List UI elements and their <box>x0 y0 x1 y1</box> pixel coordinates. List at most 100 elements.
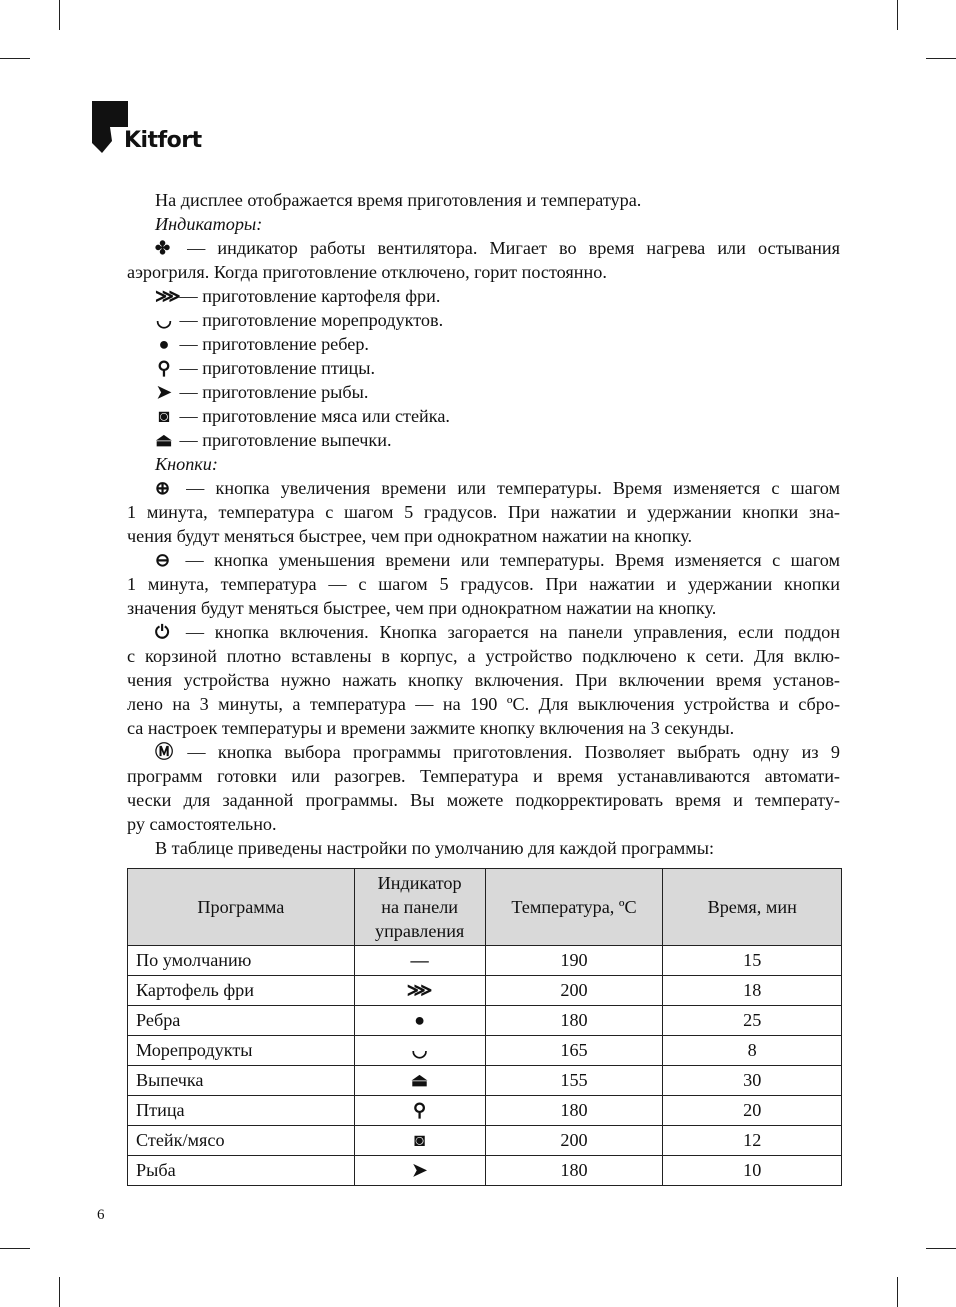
text-line: ⏏ — приготовление выпечки. <box>127 428 840 452</box>
line-text: — приготовление птицы. <box>179 358 375 378</box>
cake-icon: ⏏ <box>353 1065 486 1096</box>
crop-mark <box>897 1277 898 1307</box>
cell-program: По умолчанию <box>127 945 355 976</box>
text-line: аэрогриля. Когда приготовление отключено… <box>127 260 840 284</box>
header-indicator: Индикатор на панели управления <box>353 868 486 946</box>
cell-program: Картофель фри <box>127 975 355 1006</box>
text-line: ⋙ — приготовление картофеля фри. <box>127 284 840 308</box>
page-number: 6 <box>97 1207 105 1223</box>
table-row: Картофель фри ⋙ 200 18 <box>127 975 842 1006</box>
program-settings-table: Программа Индикатор на панели управления… <box>127 868 842 1186</box>
line-text: с корзиной плотно вставлены в корпус, а … <box>127 646 840 666</box>
cell-temperature: 190 <box>484 945 664 976</box>
cake-icon: ⏏ <box>155 430 173 450</box>
ribs-icon: ● <box>158 334 170 354</box>
line-text: 1 минута, температура с шагом 5 градусов… <box>127 502 840 522</box>
text-line: са настроек температуры и времени зажмит… <box>127 716 840 740</box>
cell-program: Рыба <box>127 1155 355 1186</box>
line-text: — приготовление рыбы. <box>179 382 369 402</box>
text-line: значения будут меняться быстрее, чем при… <box>127 596 840 620</box>
line-text: ру самостоятельно. <box>127 814 277 834</box>
crop-mark <box>0 58 30 59</box>
seafood-icon: ◡ <box>156 310 172 330</box>
line-text: На дисплее отображается время приготовле… <box>155 190 642 210</box>
line-text: — приготовление мяса или стейка. <box>179 406 450 426</box>
line-text: значения будут меняться быстрее, чем при… <box>127 598 717 618</box>
table-row: Рыба ➤ 180 10 <box>127 1155 842 1186</box>
cell-time: 30 <box>662 1065 842 1096</box>
cell-program: Стейк/мясо <box>127 1125 355 1156</box>
text-line: ✤ — индикатор работы вентилятора. Мигает… <box>127 236 840 260</box>
text-line: ⚲ — приготовление птицы. <box>127 356 840 380</box>
table-row: По умолчанию —190 15 <box>127 945 842 976</box>
steak-icon: ◙ <box>353 1125 486 1156</box>
text-line: В таблице приведены настройки по умолчан… <box>127 836 840 860</box>
cell-temperature: 180 <box>484 1005 664 1036</box>
text-line: Индикаторы: <box>127 212 840 236</box>
menu-button-icon: Ⓜ <box>155 742 174 762</box>
crop-mark <box>0 1248 30 1249</box>
power-button-icon: ⏻ <box>155 622 170 642</box>
text-line: ➤ — приготовление рыбы. <box>127 380 840 404</box>
line-text: — приготовление ребер. <box>179 334 369 354</box>
plus-button-icon: ⊕ <box>155 478 171 498</box>
text-line: чески для заданной программы. Вы можете … <box>127 788 840 812</box>
cell-temperature: 180 <box>484 1155 664 1186</box>
table-row: Птица ⚲ 180 20 <box>127 1095 842 1126</box>
text-line: ⏻ — кнопка включения. Кнопка загорается … <box>127 620 840 644</box>
table-header-row: Программа Индикатор на панели управления… <box>127 868 842 946</box>
cell-time: 15 <box>662 945 842 976</box>
crop-mark <box>926 1248 956 1249</box>
crop-mark <box>926 58 956 59</box>
table-row: Ребра ● 180 25 <box>127 1005 842 1036</box>
cell-temperature: 155 <box>484 1065 664 1096</box>
text-line: Кнопки: <box>127 452 840 476</box>
kitfort-logo-icon <box>92 101 128 153</box>
line-text: са настроек температуры и времени зажмит… <box>127 718 735 738</box>
line-text: — индикатор работы вентилятора. Мигает в… <box>187 238 840 258</box>
cell-temperature: 200 <box>484 1125 664 1156</box>
line-text: чения устройства нужно нажать кнопку вкл… <box>127 670 840 690</box>
table-row: Стейк/мясо ◙ 200 12 <box>127 1125 842 1156</box>
line-text: лено на 3 минуты, а температура — на 190… <box>127 694 840 714</box>
text-line: ◙ — приготовление мяса или стейка. <box>127 404 840 428</box>
cell-indicator: — <box>353 945 486 976</box>
fish-icon: ➤ <box>156 382 172 402</box>
fan-icon: ✤ <box>155 238 171 258</box>
cell-time: 12 <box>662 1125 842 1156</box>
line-text: чески для заданной программы. Вы можете … <box>127 790 840 810</box>
line-text: — кнопка выбора программы приготовления.… <box>187 742 840 762</box>
steak-icon: ◙ <box>158 406 170 426</box>
line-text: — приготовление картофеля фри. <box>179 286 441 306</box>
ribs-icon: ● <box>353 1005 486 1036</box>
cell-time: 10 <box>662 1155 842 1186</box>
text-line: чения устройства нужно нажать кнопку вкл… <box>127 668 840 692</box>
cell-temperature: 200 <box>484 975 664 1006</box>
line-text: — приготовление морепродуктов. <box>179 310 444 330</box>
cell-time: 8 <box>662 1035 842 1066</box>
cell-program: Морепродукты <box>127 1035 355 1066</box>
text-line: лено на 3 минуты, а температура — на 190… <box>127 692 840 716</box>
text-line: ● — приготовление ребер. <box>127 332 840 356</box>
line-text: — кнопка уменьшения времени или температ… <box>185 550 841 570</box>
cell-time: 18 <box>662 975 842 1006</box>
text-line: На дисплее отображается время приготовле… <box>127 188 840 212</box>
line-text: чения будут меняться быстрее, чем при од… <box>127 526 693 546</box>
text-line: 1 минута, температура с шагом 5 градусов… <box>127 500 840 524</box>
crop-mark <box>897 0 898 30</box>
seafood-icon: ◡ <box>353 1035 486 1066</box>
line-text: 1 минута, температура — с шагом 5 градус… <box>127 574 840 594</box>
line-text: Индикаторы: <box>155 214 263 234</box>
poultry-icon: ⚲ <box>157 358 171 378</box>
brand-name: Kitfort <box>124 128 202 153</box>
cell-time: 25 <box>662 1005 842 1036</box>
text-line: чения будут меняться быстрее, чем при од… <box>127 524 840 548</box>
line-text: — приготовление выпечки. <box>179 430 392 450</box>
fish-icon: ➤ <box>353 1155 486 1186</box>
line-text: Кнопки: <box>155 454 218 474</box>
text-line: с корзиной плотно вставлены в корпус, а … <box>127 644 840 668</box>
poultry-icon: ⚲ <box>353 1095 486 1126</box>
cell-program: Выпечка <box>127 1065 355 1096</box>
text-line: 1 минута, температура — с шагом 5 градус… <box>127 572 840 596</box>
line-text: — кнопка включения. Кнопка загорается на… <box>185 622 840 642</box>
